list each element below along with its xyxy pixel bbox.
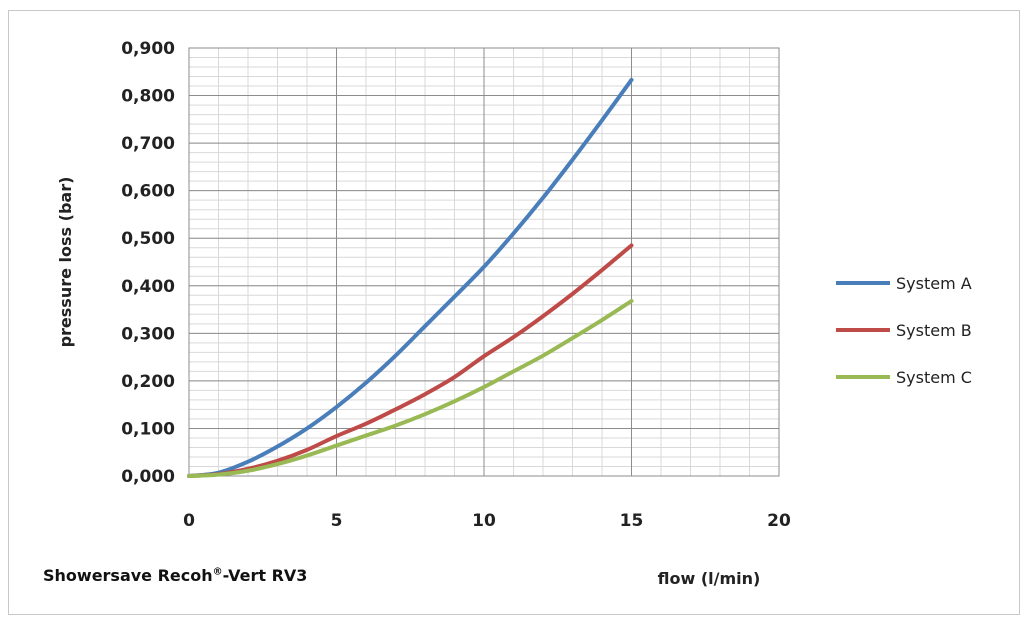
caption-registered-mark: ® [213,567,223,578]
x-axis-tick-labels: 0 5 10 15 20 [183,511,791,531]
x-tick-label: 15 [620,511,644,531]
pressure-loss-chart: 0,000 0,100 0,200 0,300 0,400 0,500 0,600 0,700… [9,11,1021,616]
y-tick-label: 0,700 [121,134,175,154]
y-tick-label: 0,900 [121,39,175,59]
legend: System A System B System C [836,274,972,387]
y-tick-label: 0,000 [121,467,175,487]
x-tick-label: 20 [767,511,791,531]
y-tick-label: 0,200 [121,372,175,392]
series-lines [189,80,632,476]
legend-label-system-c: System C [896,368,972,387]
series-line-system-b [189,245,632,476]
y-tick-label: 0,100 [121,419,175,439]
y-axis-tick-labels: 0,000 0,100 0,200 0,300 0,400 0,500 0,600 0,700… [121,39,175,487]
chart-frame: 0,000 0,100 0,200 0,300 0,400 0,500 0,600 0,700… [8,10,1020,615]
x-axis-title: flow (l/min) [658,569,761,588]
legend-label-system-a: System A [896,274,972,293]
series-line-system-c [189,301,632,476]
caption-prefix: Showersave Recoh [43,566,213,585]
x-tick-label: 0 [183,511,195,531]
y-tick-label: 0,300 [121,324,175,344]
y-tick-label: 0,500 [121,229,175,249]
caption-suffix: -Vert RV3 [223,566,308,585]
y-axis-title: pressure loss (bar) [56,177,75,348]
y-tick-label: 0,400 [121,277,175,297]
chart-caption: Showersave Recoh®-Vert RV3 [43,566,307,585]
y-tick-label: 0,800 [121,87,175,107]
series-line-system-a [189,80,632,476]
y-tick-label: 0,600 [121,182,175,202]
x-tick-label: 10 [472,511,496,531]
x-tick-label: 5 [331,511,343,531]
legend-label-system-b: System B [896,321,972,340]
